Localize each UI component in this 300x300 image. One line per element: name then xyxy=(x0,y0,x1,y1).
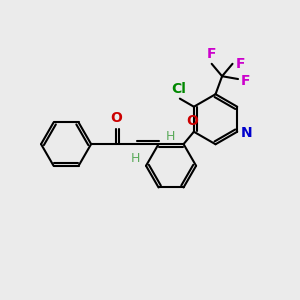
Text: F: F xyxy=(241,74,250,88)
Text: N: N xyxy=(241,126,252,140)
Text: F: F xyxy=(236,57,245,71)
Text: F: F xyxy=(207,47,216,61)
Text: H: H xyxy=(131,152,141,165)
Text: Cl: Cl xyxy=(171,82,186,96)
Text: H: H xyxy=(166,130,175,143)
Text: O: O xyxy=(110,111,122,125)
Text: O: O xyxy=(186,114,198,128)
